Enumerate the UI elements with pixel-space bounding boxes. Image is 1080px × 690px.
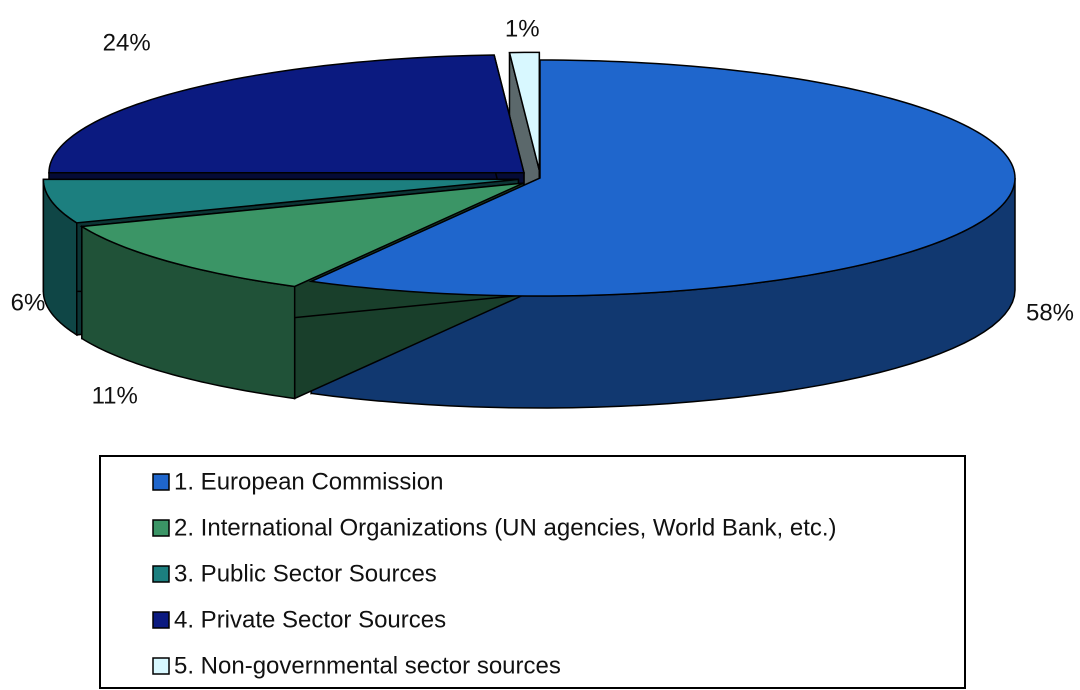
legend-swatch-2-international-organizations-un-agencies-world-bank-etc bbox=[152, 519, 170, 537]
legend-label-3-public-sector-sources: 3. Public Sector Sources bbox=[174, 560, 437, 587]
legend-label-2-international-organizations-un-agencies-world-bank-etc: 2. International Organizations (UN agenc… bbox=[174, 514, 837, 541]
pie-tops bbox=[42, 51, 1016, 297]
legend-items: 1. European Commission 2. International O… bbox=[152, 468, 837, 679]
pie-slice-5-non-governmental-sector-sources bbox=[508, 51, 541, 171]
legend-label-4-private-sector-sources: 4. Private Sector Sources bbox=[174, 606, 446, 633]
legend-swatch-5-non-governmental-sector-sources bbox=[152, 657, 170, 675]
pie-slice-1-european-commission bbox=[308, 59, 1016, 297]
data-label-4-private-sector-sources: 24% bbox=[103, 29, 151, 56]
data-label-5-non-governmental-sector-sources: 1% bbox=[505, 15, 540, 42]
legend: 1. European Commission 2. International O… bbox=[99, 455, 966, 689]
data-label-3-public-sector-sources: 6% bbox=[11, 290, 46, 317]
legend-box bbox=[99, 455, 966, 689]
data-label-1-european-commission: 58% bbox=[1026, 300, 1074, 327]
legend-label-1-european-commission: 1. European Commission bbox=[174, 468, 443, 495]
pie-slice-2-international-organizations-un-agencies-world-bank-etc bbox=[79, 182, 524, 288]
data-label-2-international-organizations-un-agencies-world-bank-etc: 11% bbox=[92, 382, 138, 409]
pie-slice-4-private-sector-sources bbox=[48, 54, 525, 174]
legend-swatch-4-private-sector-sources bbox=[152, 611, 170, 629]
pie-slice-3-public-sector-sources bbox=[42, 178, 519, 224]
pie-data-labels: 58% 11% 6% 24% 1% bbox=[11, 15, 1074, 409]
legend-label-5-non-governmental-sector-sources: 5. Non-governmental sector sources bbox=[174, 652, 561, 679]
legend-swatch-1-european-commission bbox=[152, 473, 170, 491]
legend-swatch-3-public-sector-sources bbox=[152, 565, 170, 583]
